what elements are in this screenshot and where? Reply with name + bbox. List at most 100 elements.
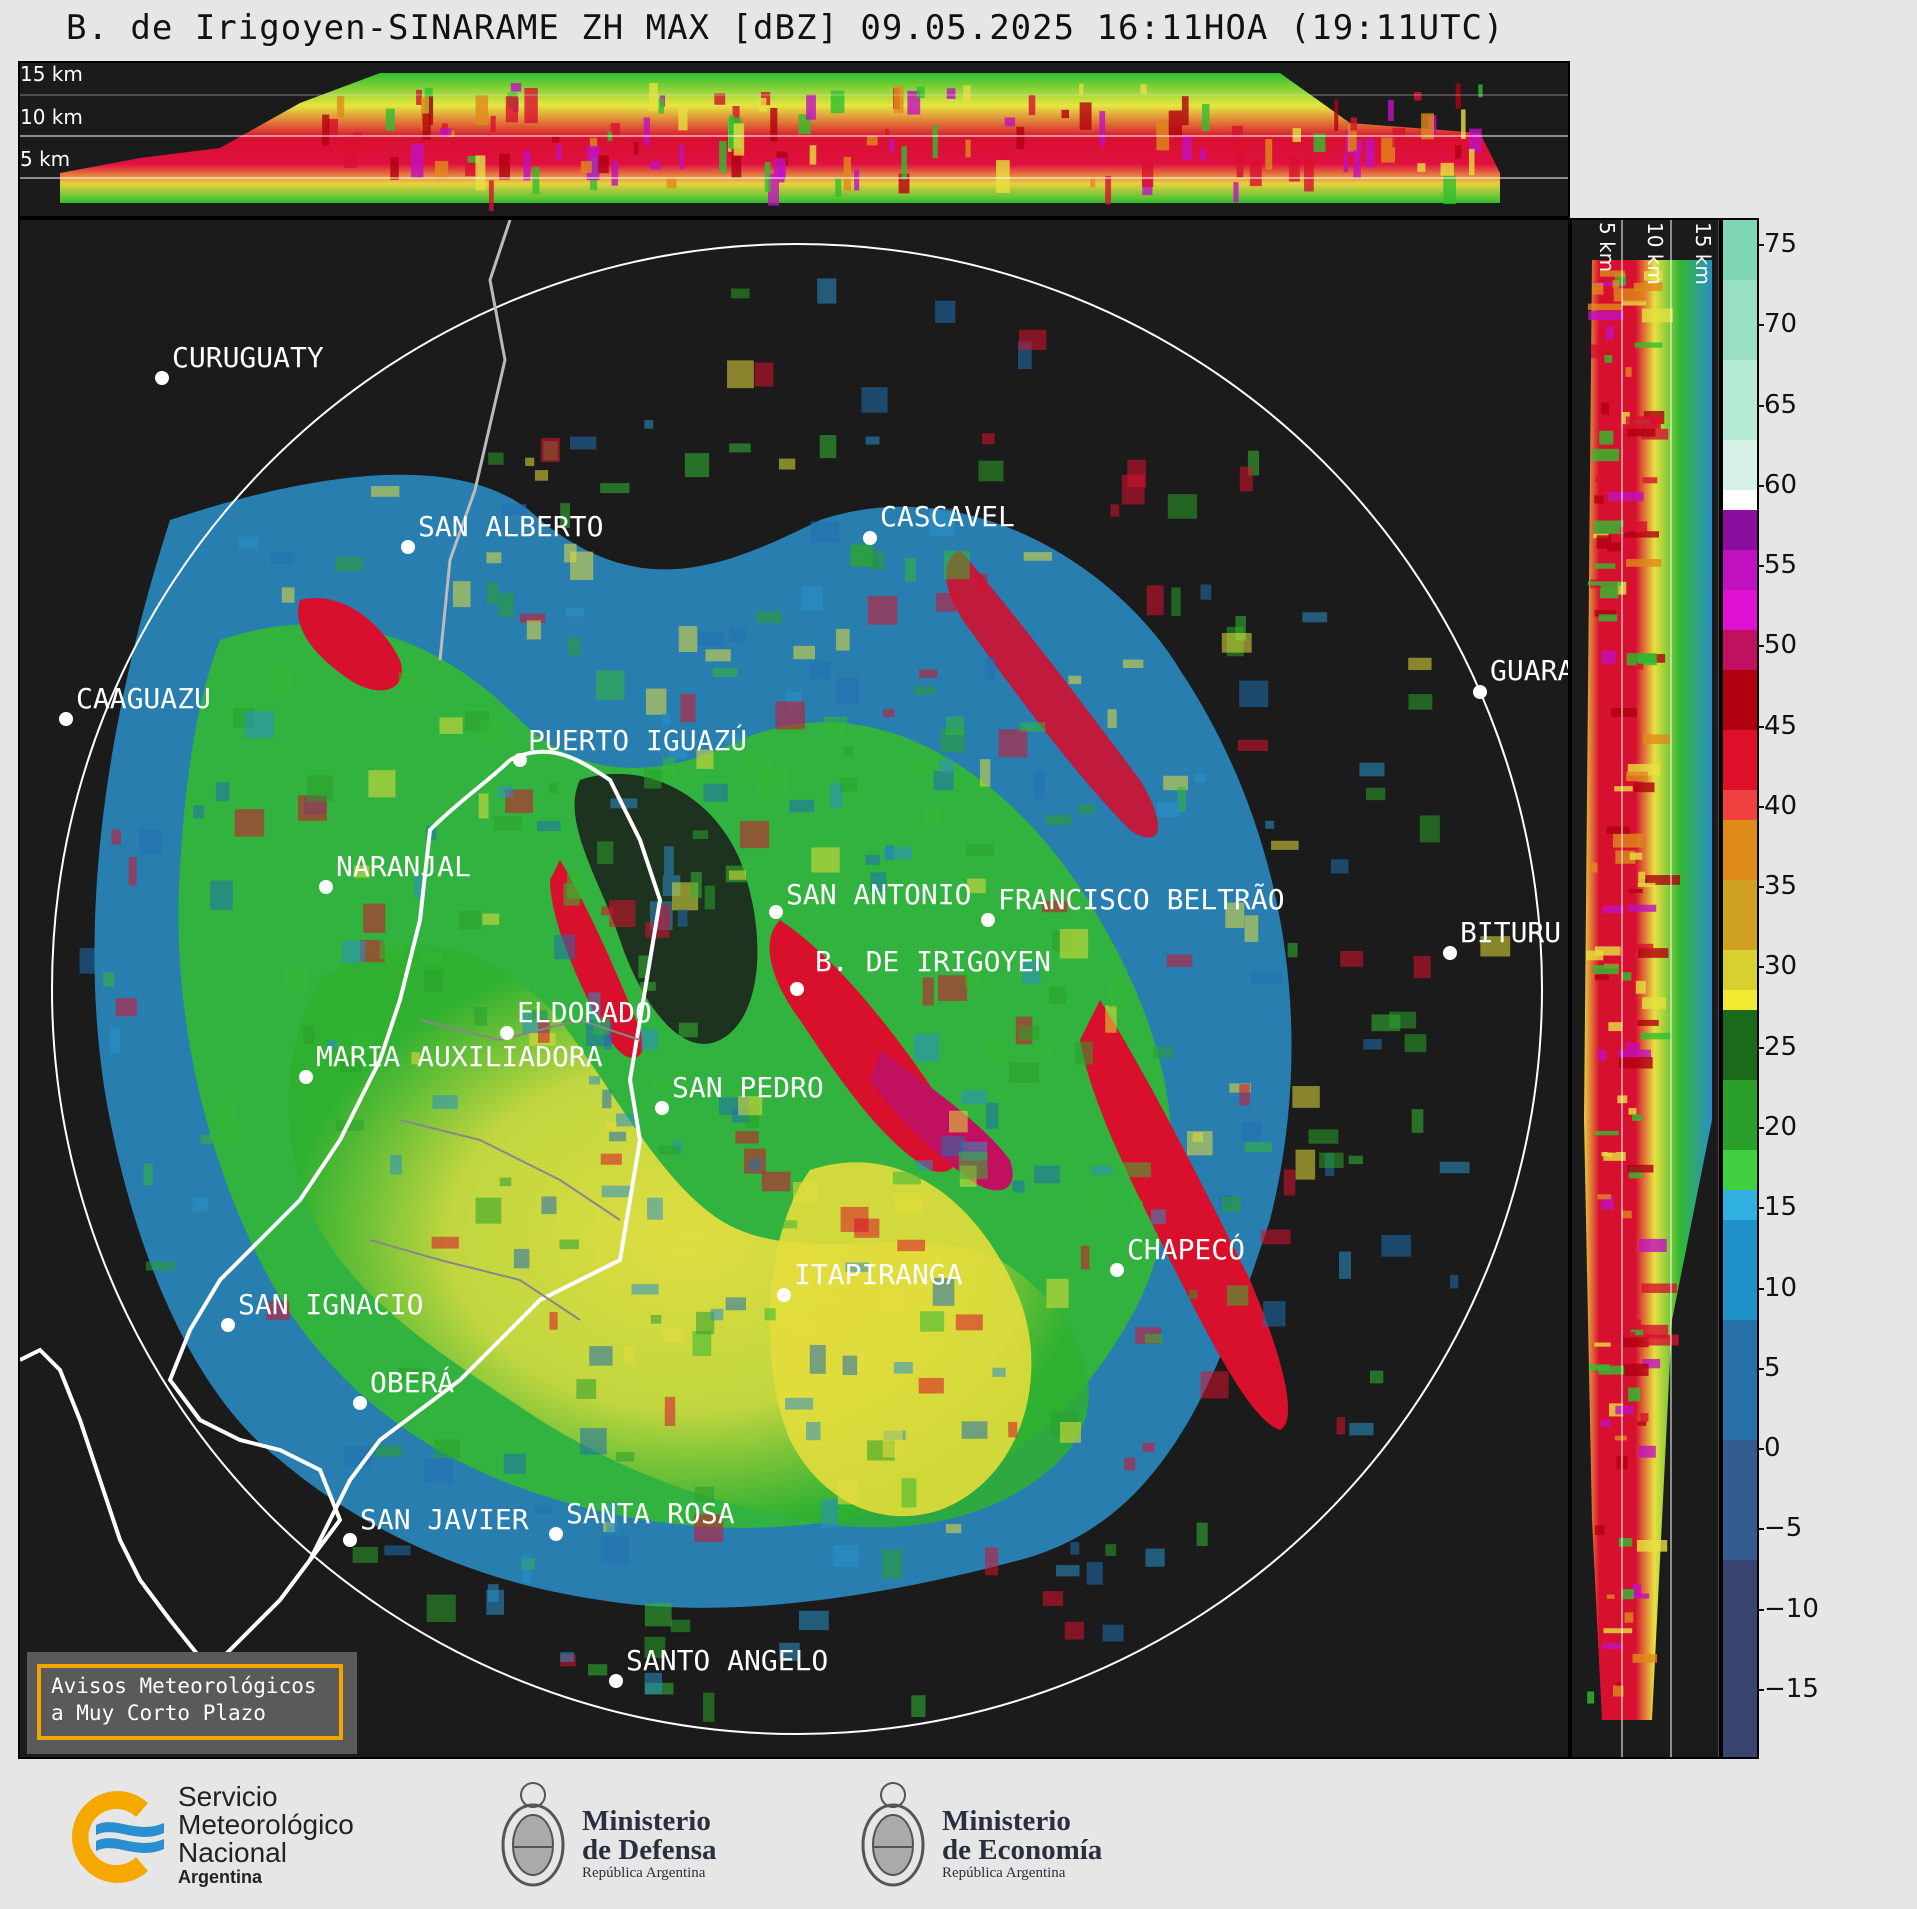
side-echo-streak	[1621, 1363, 1649, 1376]
city-naranjal[interactable]: NARANJAL	[319, 850, 471, 894]
echo-pixel	[1056, 1565, 1080, 1577]
city-san-antonio[interactable]: SAN ANTONIO	[769, 878, 971, 919]
city-maria-auxiliadora[interactable]: MARIA AUXILIADORA	[299, 1040, 603, 1084]
echo-pixel	[486, 552, 502, 564]
colorbar-tick-60: 60	[1757, 470, 1798, 500]
echo-pixel	[879, 1288, 903, 1313]
city-san-pedro[interactable]: SAN PEDRO	[655, 1071, 824, 1115]
city-chapeco[interactable]: CHAPECÓ	[1110, 1232, 1245, 1277]
echo-pixel	[589, 1076, 601, 1085]
echo-pixel	[778, 458, 796, 470]
top-echo-streak	[523, 150, 531, 181]
echo-pixel	[1022, 960, 1041, 985]
city-puerto-iguazu[interactable]: PUERTO IGUAZÚ	[513, 723, 747, 767]
echo-pixel	[352, 1547, 378, 1563]
side-echo-streak	[1638, 871, 1646, 884]
city-caaguazu[interactable]: CAAGUAZU	[59, 682, 211, 726]
top-echo-streak	[714, 93, 726, 105]
echo-pixel	[775, 701, 805, 730]
echo-pixel	[819, 435, 837, 459]
echo-pixel	[339, 1055, 363, 1073]
echo-pixel	[414, 873, 427, 898]
echo-pixel	[531, 1009, 547, 1020]
echo-pixel	[1023, 552, 1052, 561]
side-echo-streak	[1633, 1319, 1641, 1330]
top-echo-streak	[666, 177, 677, 189]
city-eldorado[interactable]: ELDORADO	[500, 996, 652, 1040]
top-echo-streak	[1028, 94, 1036, 116]
echo-pixel	[1359, 762, 1385, 777]
echo-pixel	[828, 1296, 840, 1306]
colorbar-tick-minus10: −10	[1758, 1594, 1819, 1624]
side-echo-streak	[1637, 948, 1669, 958]
smn-logo[interactable]: Servicio Meteorológico Nacional Argentin…	[56, 1783, 396, 1893]
city-san-ignacio[interactable]: SAN IGNACIO	[221, 1288, 423, 1332]
city-guara[interactable]: GUARA	[1473, 654, 1568, 699]
echo-pixel	[1265, 820, 1275, 829]
side-echo-streak	[1621, 972, 1632, 981]
colorbar-svg	[1723, 220, 1757, 1757]
echo-pixel	[966, 844, 994, 856]
echo-pixel	[913, 1033, 940, 1062]
notice-line-1: Avisos Meteorológicos	[51, 1674, 317, 1698]
city-francisco-beltrao[interactable]: FRANCISCO BELTRÃO	[981, 883, 1285, 927]
echo-pixel	[1338, 1251, 1351, 1279]
ministerio-economia-logo[interactable]: Ministerio de Economía República Argenti…	[856, 1773, 1136, 1899]
side-echo-streak	[1594, 1342, 1611, 1347]
side-echo-streak	[1594, 609, 1616, 617]
top-echo-streak	[465, 162, 479, 177]
echo-pixel	[1094, 1182, 1103, 1208]
top-echo-streak	[611, 161, 619, 186]
side-echo-streak	[1642, 477, 1658, 484]
side-echo-streak	[1627, 764, 1661, 776]
side-echo-streak	[1612, 833, 1644, 848]
echo-pixel	[541, 1196, 557, 1215]
echo-pixel	[639, 982, 656, 991]
city-curuguaty[interactable]: CURUGUATY	[155, 341, 324, 385]
echo-pixel	[1196, 1522, 1208, 1546]
echo-pixel	[1200, 584, 1212, 600]
city-b-de-irigoyen[interactable]: B. DE IRIGOYEN	[790, 945, 1051, 996]
echo-pixel	[434, 1439, 460, 1459]
svg-text:SANTA ROSA: SANTA ROSA	[566, 1497, 735, 1530]
side-echo-streak	[1638, 1445, 1656, 1458]
city-cascavel[interactable]: CASCAVEL	[863, 500, 1015, 545]
ministerio-defensa-logo[interactable]: Ministerio de Defensa República Argentin…	[496, 1773, 766, 1899]
echo-pixel	[961, 1421, 988, 1439]
radar-map[interactable]: CURUGUATY SAN ALBERTO CASCAVEL CAAGUAZU …	[18, 218, 1570, 1759]
top-echo-streak	[1353, 150, 1361, 179]
top-echo-streak	[1079, 102, 1092, 130]
height-label-15: 15 km	[20, 63, 83, 86]
side-echo-streak	[1599, 270, 1625, 277]
side-echo-streak	[1614, 1435, 1627, 1441]
side-echo-streak	[1628, 1107, 1637, 1115]
echo-pixel	[1167, 494, 1198, 519]
svg-text:B. DE IRIGOYEN: B. DE IRIGOYEN	[815, 945, 1051, 978]
top-echo-streak	[678, 107, 688, 131]
city-bituru[interactable]: BITURU	[1443, 916, 1561, 960]
echo-pixel	[549, 1311, 558, 1330]
side-height-label-10: 10 km	[1643, 222, 1667, 285]
side-echo-streak	[1626, 1042, 1640, 1050]
svg-text:ITAPIRANGA: ITAPIRANGA	[794, 1258, 963, 1291]
colorbar-tick-30: 30	[1757, 951, 1798, 981]
echo-pixel	[939, 758, 954, 774]
side-echo-streak	[1622, 1589, 1634, 1600]
city-san-alberto[interactable]: SAN ALBERTO	[401, 510, 603, 554]
echo-pixel	[1480, 936, 1511, 957]
notice-box[interactable]: Avisos Meteorológicos a Muy Corto Plazo	[27, 1652, 357, 1754]
echo-pixel	[486, 582, 499, 605]
height-label-10: 10 km	[20, 105, 83, 129]
city-itapiranga[interactable]: ITAPIRANGA	[777, 1258, 963, 1302]
echo-pixel	[411, 1052, 420, 1065]
echo-pixel	[210, 880, 233, 910]
top-echo-streak	[1004, 117, 1016, 127]
city-obera[interactable]: OBERÁ	[353, 1365, 454, 1410]
city-san-javier[interactable]: SAN JAVIER	[343, 1503, 529, 1547]
top-echo-streak	[416, 89, 423, 105]
city-santa-rosa[interactable]: SANTA ROSA	[549, 1497, 735, 1541]
echo-pixel	[650, 1314, 662, 1324]
city-santo-angelo[interactable]: SANTO ANGELO	[609, 1644, 828, 1688]
echo-pixel	[1251, 971, 1282, 984]
echo-pixel	[223, 1123, 242, 1145]
